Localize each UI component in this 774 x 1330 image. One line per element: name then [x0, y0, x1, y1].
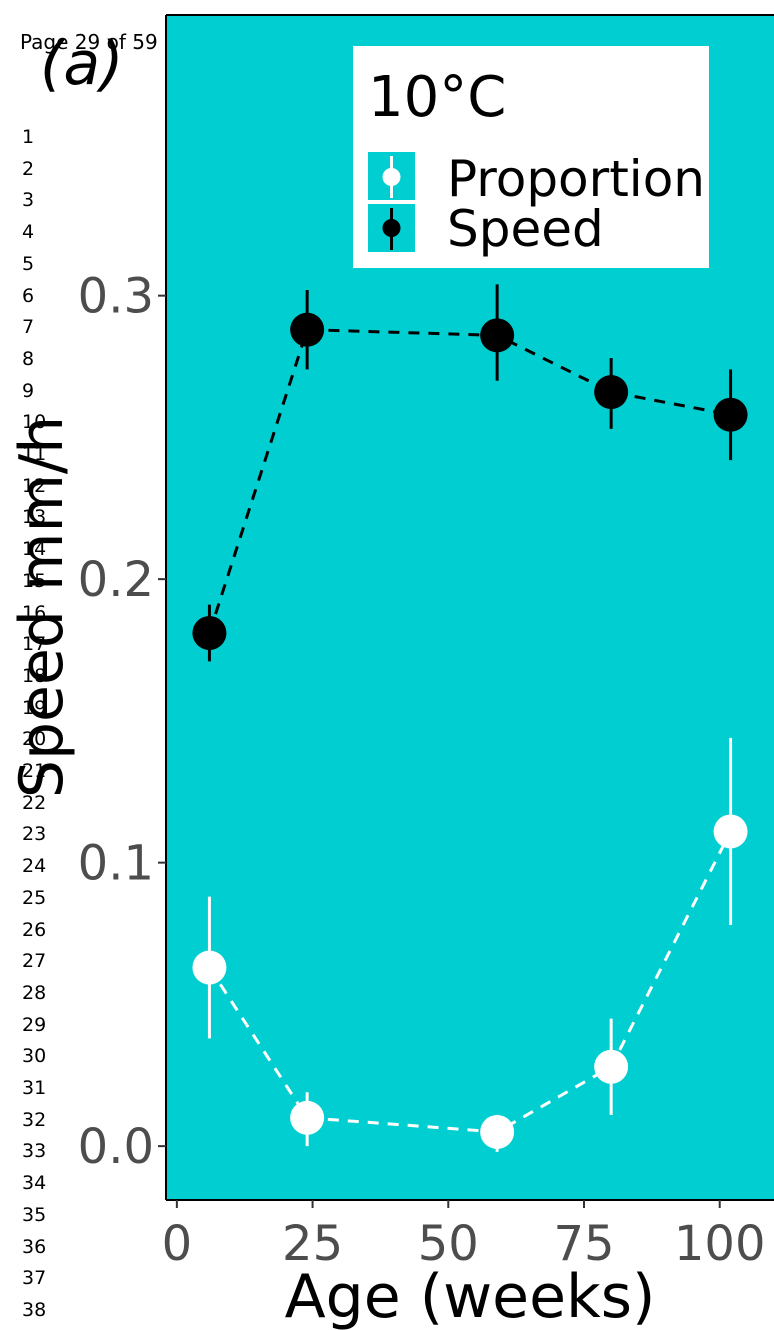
line-number: 36	[22, 1235, 47, 1258]
line-number: 34	[22, 1172, 47, 1195]
x-tick-label: 0	[162, 1216, 193, 1272]
speed-point	[594, 375, 629, 410]
line-number: 29	[22, 1013, 47, 1036]
legend-label-speed: Speed	[447, 200, 604, 258]
line-number: 9	[22, 379, 35, 402]
line-number: 12	[22, 474, 47, 497]
line-number: 6	[22, 284, 35, 307]
speed-point	[480, 318, 515, 353]
proportion-point	[713, 814, 748, 849]
x-tick-label: 75	[553, 1216, 614, 1272]
line-number: 37	[22, 1267, 47, 1290]
speed-point	[192, 616, 227, 651]
panel-label: (a)	[40, 29, 124, 99]
y-tick-label: 0.1	[78, 836, 154, 892]
speed-point	[713, 397, 748, 432]
line-number: 4	[22, 221, 35, 244]
x-tick-label: 100	[674, 1216, 766, 1272]
legend-label-proportion: Proportion	[447, 150, 705, 208]
line-number: 13	[22, 506, 47, 529]
legend-key-speed-marker	[382, 219, 401, 237]
legend: 10°C Proportion Speed	[353, 46, 709, 268]
line-number: 2	[22, 157, 35, 180]
x-tick-label: 50	[418, 1216, 479, 1272]
line-number: 30	[22, 1045, 47, 1068]
line-number: 20	[22, 728, 47, 751]
y-tick-label: 0.0	[78, 1119, 154, 1175]
y-tick-label: 0.2	[78, 552, 154, 608]
line-number: 25	[22, 886, 47, 909]
line-number: 28	[22, 981, 47, 1004]
line-number: 35	[22, 1203, 47, 1226]
x-tick-label: 25	[282, 1216, 343, 1272]
line-number: 22	[22, 791, 47, 814]
line-number: 26	[22, 918, 47, 941]
line-number: 10	[22, 411, 47, 434]
y-axis-title: Speed mm/h	[7, 416, 77, 798]
y-tick-label: 0.3	[78, 269, 154, 325]
line-number: 16	[22, 601, 47, 624]
line-number: 18	[22, 664, 47, 687]
line-number: 17	[22, 633, 47, 656]
page-header: Page 29 of 59	[20, 30, 158, 54]
line-number: 14	[22, 538, 47, 561]
line-number: 31	[22, 1077, 47, 1099]
line-numbers: 1 2 3 4 5 6 7 8 9 10 11 12 13 14 15 16 17 18 19 20 21 22 23 24 2…	[0, 0, 60, 1330]
line-number: 19	[22, 696, 47, 719]
line-number: 27	[22, 950, 47, 973]
line-number: 21	[22, 760, 47, 782]
line-number: 33	[22, 1140, 47, 1163]
line-number: 11	[22, 443, 47, 465]
line-number: 8	[22, 347, 35, 370]
line-number: 3	[22, 189, 35, 212]
proportion-point	[480, 1114, 515, 1149]
legend-title: 10°C	[368, 65, 506, 130]
line-number: 23	[22, 823, 47, 846]
line-number: 1	[22, 126, 35, 148]
proportion-point	[290, 1100, 325, 1135]
line-number: 5	[22, 252, 35, 275]
line-number: 32	[22, 1108, 47, 1131]
legend-key-proportion-marker	[382, 168, 401, 186]
line-number: 38	[22, 1298, 47, 1321]
line-number: 15	[22, 569, 47, 592]
speed-point	[290, 312, 325, 347]
proportion-point	[594, 1049, 629, 1084]
line-number: 24	[22, 855, 47, 878]
line-number: 7	[22, 316, 35, 339]
x-axis-title: Age (weeks)	[285, 1262, 656, 1330]
proportion-point	[192, 950, 227, 985]
